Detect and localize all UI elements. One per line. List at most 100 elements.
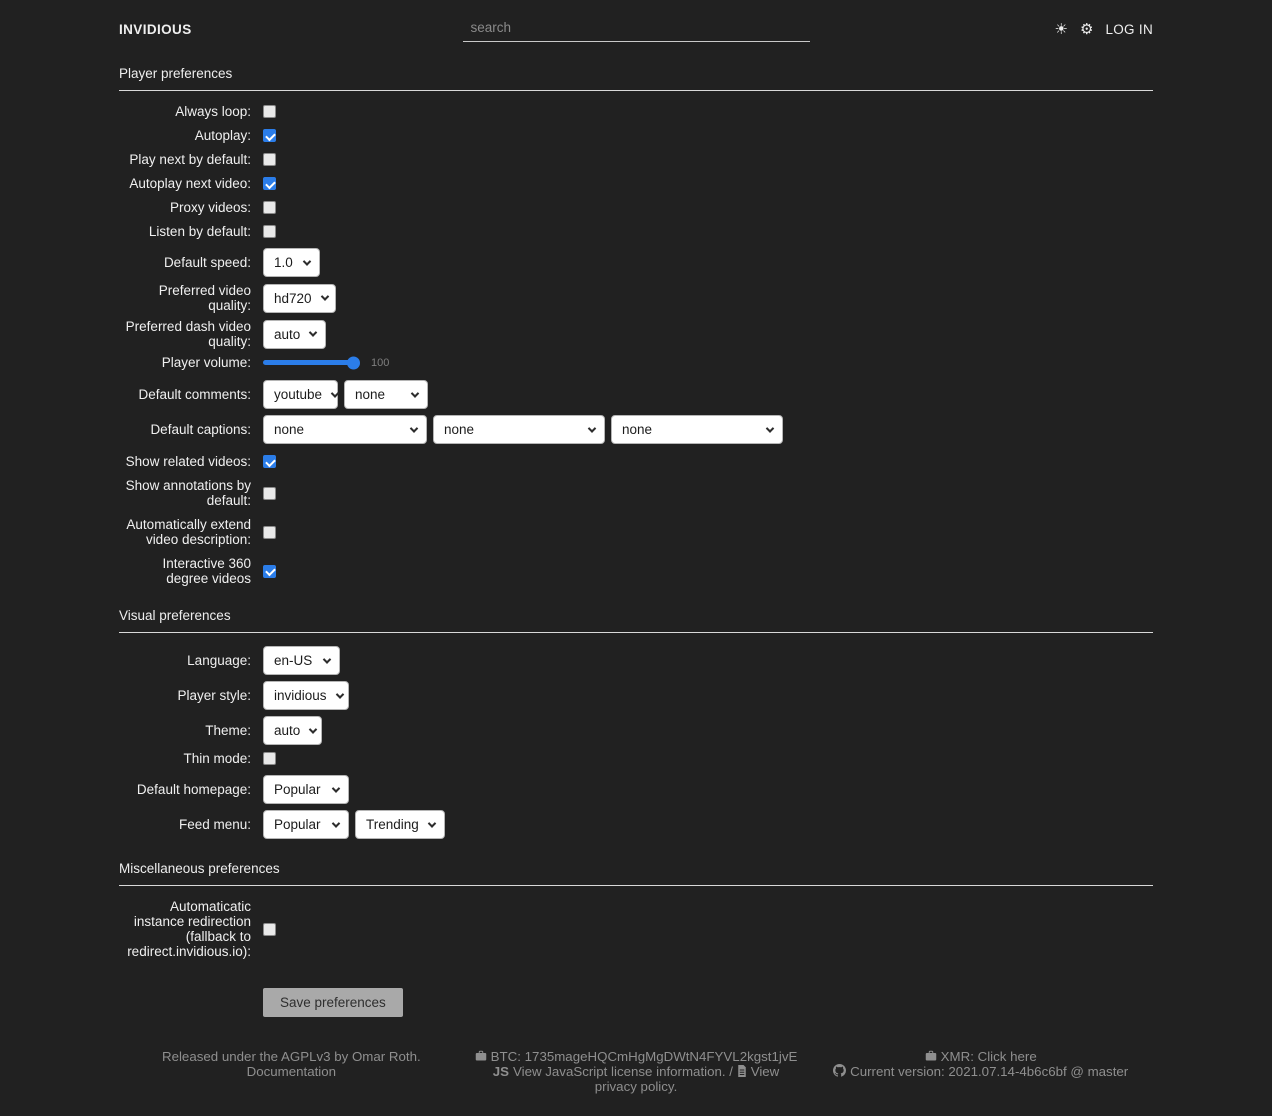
annotations-checkbox[interactable]: [263, 486, 276, 500]
pref-label: Preferred video quality:: [158, 283, 251, 313]
pref-label: Autoplay next video:: [129, 176, 251, 191]
pref-label: Preferred dash video quality:: [125, 319, 251, 349]
pref-row-instance-redirect: Automaticatic instance redirection (fall…: [119, 899, 1153, 959]
pref-row-feed-menu: Feed menu: Popular Trending: [119, 810, 1153, 839]
pref-label: Show annotations by default:: [125, 478, 251, 508]
slider-thumb[interactable]: [347, 356, 360, 369]
feed-menu-select-1[interactable]: Popular: [263, 810, 349, 839]
player-volume-slider[interactable]: 100: [263, 356, 390, 369]
pref-label: Theme:: [205, 723, 251, 738]
pref-label: Play next by default:: [129, 152, 251, 167]
pref-label: Language:: [187, 653, 251, 668]
chevron-down-icon: [322, 654, 332, 664]
section-title-player: Player preferences: [119, 66, 1153, 91]
chevron-down-icon: [765, 423, 775, 433]
pref-label: Default homepage:: [136, 782, 251, 797]
homepage-select[interactable]: Popular: [263, 775, 349, 804]
gear-icon[interactable]: ⚙: [1079, 20, 1094, 38]
player-style-select[interactable]: invidious: [263, 681, 349, 710]
section-title-visual: Visual preferences: [119, 608, 1153, 633]
footer-version-column: XMR: Click here Current version: 2021.07…: [808, 1049, 1153, 1094]
xmr-prefix: XMR:: [940, 1049, 974, 1064]
xmr-link[interactable]: Click here: [977, 1049, 1037, 1064]
instance-redirect-checkbox[interactable]: [263, 922, 276, 936]
dash-quality-select[interactable]: auto: [263, 319, 326, 349]
pref-row-default-captions: Default captions: none none none: [119, 415, 1153, 444]
pref-row-play-next: Play next by default:: [119, 152, 1153, 167]
sun-icon[interactable]: ☀: [1054, 20, 1068, 38]
chevron-down-icon: [330, 388, 340, 398]
wallet-icon: [925, 1050, 937, 1062]
pref-row-homepage: Default homepage: Popular: [119, 775, 1153, 804]
pref-row-proxy-videos: Proxy videos:: [119, 200, 1153, 215]
pref-label: Autoplay:: [194, 128, 251, 143]
pref-label: Thin mode:: [183, 751, 251, 766]
pref-label: Player style:: [177, 688, 251, 703]
autoplay-next-checkbox[interactable]: [263, 177, 276, 190]
pref-label: Default captions:: [150, 422, 251, 437]
chevron-down-icon: [409, 423, 419, 433]
chevron-down-icon: [320, 292, 329, 301]
pref-row-player-volume: Player volume: 100: [119, 355, 1153, 370]
slider-track: [263, 356, 360, 369]
autoplay-checkbox[interactable]: [263, 129, 276, 142]
extend-description-checkbox[interactable]: [263, 525, 276, 539]
chevron-down-icon: [302, 256, 312, 266]
language-select[interactable]: en-US: [263, 646, 340, 675]
js-license-link[interactable]: View JavaScript license information.: [512, 1064, 726, 1079]
pref-label: Always loop:: [175, 104, 251, 119]
feed-menu-select-2[interactable]: Trending: [355, 810, 445, 839]
pref-label: Interactive 360 degree videos: [162, 556, 251, 586]
video-quality-select[interactable]: hd720: [263, 283, 336, 313]
wallet-icon: [475, 1050, 487, 1062]
documentation-link[interactable]: Documentation: [246, 1064, 337, 1079]
pref-label: Default speed:: [163, 255, 251, 270]
github-icon: [833, 1064, 847, 1077]
login-link[interactable]: LOG IN: [1105, 21, 1153, 37]
thin-mode-checkbox[interactable]: [263, 752, 276, 765]
footer-donate-column: BTC: 1735mageHQCmHgMgDWtN4FYVL2kgst1jvE …: [464, 1049, 809, 1094]
proxy-videos-checkbox[interactable]: [263, 201, 276, 214]
chevron-down-icon: [309, 328, 318, 337]
pref-row-dash-quality: Preferred dash video quality: auto: [119, 319, 1153, 349]
pref-row-default-comments: Default comments: youtube none: [119, 380, 1153, 409]
search-input[interactable]: [462, 16, 810, 42]
always-loop-checkbox[interactable]: [263, 105, 276, 118]
pref-row-language: Language: en-US: [119, 646, 1153, 675]
pref-row-listen-default: Listen by default:: [119, 224, 1153, 239]
chevron-down-icon: [331, 818, 341, 828]
top-navbar: INVIDIOUS ☀ ⚙ LOG IN: [119, 0, 1153, 44]
captions-select-1[interactable]: none: [263, 415, 427, 444]
pref-label: Default comments:: [138, 387, 251, 402]
pref-row-annotations: Show annotations by default:: [119, 478, 1153, 508]
captions-select-2[interactable]: none: [433, 415, 605, 444]
vr360-checkbox[interactable]: [263, 564, 276, 578]
chevron-down-icon: [335, 689, 344, 699]
chevron-down-icon: [331, 783, 341, 793]
save-preferences-button[interactable]: Save preferences: [263, 988, 403, 1017]
version-link[interactable]: 2021.07.14-4b6c6bf @ master: [948, 1064, 1129, 1079]
version-prefix: Current version:: [850, 1064, 945, 1079]
comments-select-1[interactable]: youtube: [263, 380, 340, 409]
comments-select-2[interactable]: none: [344, 380, 428, 409]
pref-row-always-loop: Always loop:: [119, 104, 1153, 119]
pref-label: Listen by default:: [148, 224, 251, 239]
play-next-checkbox[interactable]: [263, 153, 276, 166]
pref-row-vr360: Interactive 360 degree videos: [119, 556, 1153, 586]
btc-address: BTC: 1735mageHQCmHgMgDWtN4FYVL2kgst1jvE: [490, 1049, 798, 1064]
listen-default-checkbox[interactable]: [263, 225, 276, 238]
chevron-down-icon: [410, 388, 420, 398]
pref-row-related-videos: Show related videos:: [119, 454, 1153, 469]
pref-label: Proxy videos:: [169, 200, 251, 215]
volume-value: 100: [371, 356, 390, 369]
captions-select-3[interactable]: none: [611, 415, 783, 444]
theme-select[interactable]: auto: [263, 716, 322, 745]
invidious-logo[interactable]: INVIDIOUS: [119, 21, 192, 37]
license-text: Released under the AGPLv3 by Omar Roth.: [161, 1049, 421, 1064]
default-speed-select[interactable]: 1.0: [263, 248, 320, 277]
pref-row-theme: Theme: auto: [119, 716, 1153, 745]
section-title-misc: Miscellaneous preferences: [119, 861, 1153, 886]
related-videos-checkbox[interactable]: [263, 455, 276, 468]
chevron-down-icon: [427, 818, 437, 828]
footer: Released under the AGPLv3 by Omar Roth. …: [119, 1049, 1153, 1116]
